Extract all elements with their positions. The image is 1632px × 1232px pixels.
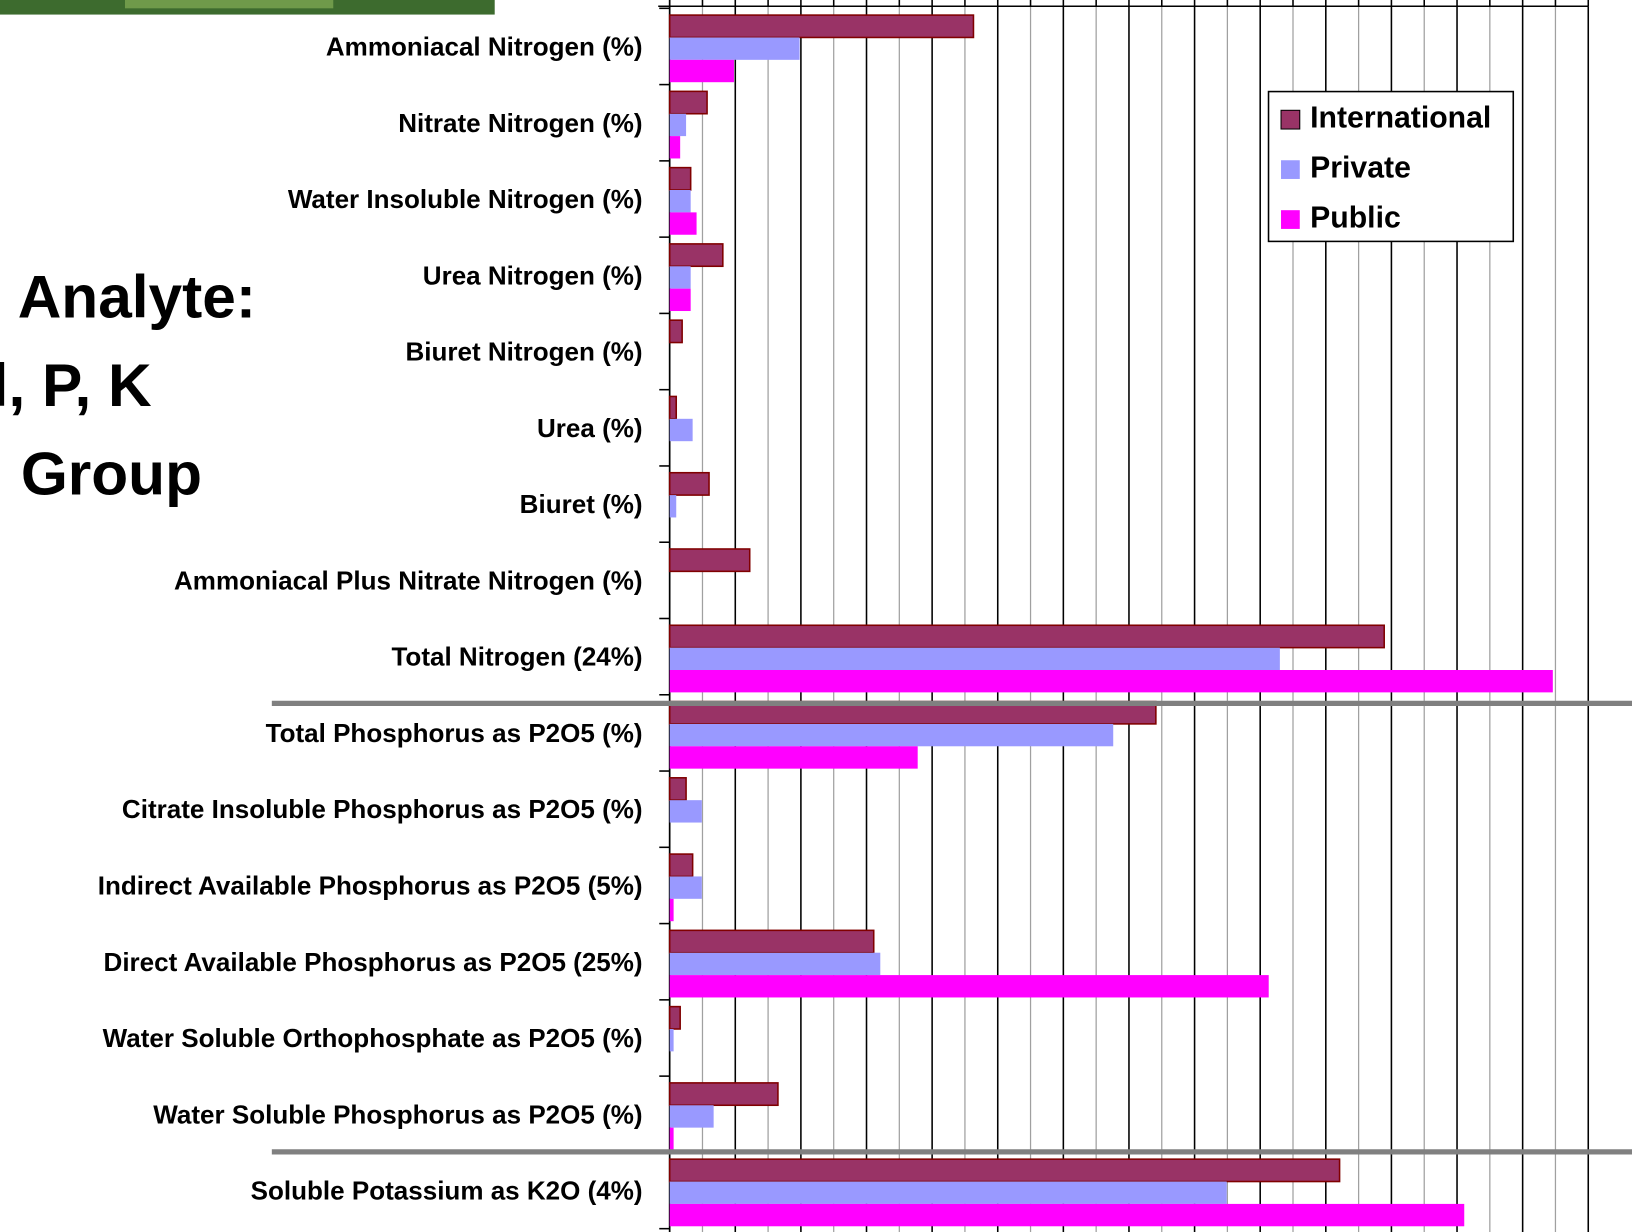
bar [668,548,751,573]
y-tick-label: Water Soluble Phosphorus as P2O5 (%) [153,1099,642,1129]
bar [669,1203,1465,1227]
bar [669,952,881,976]
bar [668,14,975,39]
bar [668,166,692,191]
bar [669,800,702,823]
legend-label: International [1310,102,1491,135]
bar [669,670,1553,693]
legend-label: Private [1310,152,1411,185]
slide-text: Group [21,440,202,508]
bar [669,113,687,137]
bar [669,1181,1227,1204]
legend-swatch [1281,210,1300,229]
y-tick-label: Water Insoluble Nitrogen (%) [288,184,643,214]
bar [669,898,674,922]
bar [668,1158,1341,1183]
bar [669,37,800,60]
bar [669,288,691,312]
bar [669,746,918,769]
y-tick-label: Urea Nitrogen (%) [423,260,643,290]
bar [669,59,734,83]
bar [669,876,702,899]
bar [669,1127,674,1151]
y-tick-label: Biuret Nitrogen (%) [405,337,642,367]
bar [668,777,687,801]
bar [669,647,1280,671]
bar [668,1005,681,1030]
bar [668,929,875,954]
legend-swatch [1281,160,1300,179]
chart: Ammoniacal Nitrogen (%) Nitrate Nitrogen … [98,0,1632,1232]
bar [668,243,724,268]
y-tick-label: Total Nitrogen (24%) [391,642,642,672]
bar [669,136,681,159]
bar [669,212,697,235]
bar [668,853,694,878]
bar [668,1082,779,1107]
bar [669,495,677,518]
bar [669,975,1269,998]
y-tick-label: Soluble Potassium as K2O (4%) [251,1176,643,1206]
y-tick-label: Urea (%) [537,413,643,443]
legend: International Private Public [1267,90,1515,243]
bar [668,395,678,420]
y-tick-label: Indirect Available Phosphorus as P2O5 (5… [98,871,643,901]
y-tick-label: Direct Available Phosphorus as P2O5 (25%… [104,947,643,977]
bar [669,266,691,289]
y-tick-label: Biuret (%) [520,489,643,519]
y-tick-label: Water Soluble Orthophosphate as P2O5 (%) [103,1023,643,1053]
slide-text: l, P, K [0,351,152,419]
bar [668,90,708,115]
y-tick-label: Total Phosphorus as P2O5 (%) [266,718,643,748]
legend-box [1267,90,1515,243]
legend-swatch [1280,109,1301,130]
legend-label: Public [1310,202,1401,235]
bar [669,1028,674,1052]
bar [668,471,710,496]
slide-text: Analyte: [18,263,256,331]
bar [669,190,691,213]
bar [668,624,1385,649]
header-image-detail [124,0,334,9]
y-tick-label: Ammoniacal Nitrogen (%) [326,32,643,62]
y-tick-label: Citrate Insoluble Phosphorus as P2O5 (%) [122,794,643,824]
y-tick-label: Ammoniacal Plus Nitrate Nitrogen (%) [174,565,643,595]
bar [669,723,1114,747]
bar [668,319,683,344]
bar [669,1105,714,1128]
y-tick-label: Nitrate Nitrogen (%) [398,108,642,138]
bar [669,418,693,442]
